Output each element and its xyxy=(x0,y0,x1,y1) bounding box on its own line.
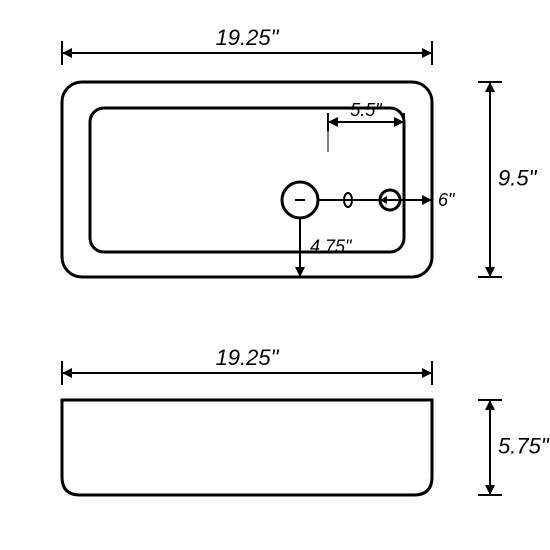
dim-faucet-edge: 6" xyxy=(438,190,456,210)
dim-drain-bottom: 4.75" xyxy=(310,237,353,257)
dim-inner-right: 5.5" xyxy=(350,100,383,120)
sink-basin xyxy=(90,108,404,252)
dim-height-side: 5.75" xyxy=(498,434,550,459)
technical-drawing: 19.25" 9.5" 5.5" 6" 4.75" 19.25" 5.75" xyxy=(0,0,550,550)
dim-width-side: 19.25" xyxy=(216,345,280,370)
sink-side-profile xyxy=(62,400,432,495)
dim-width-top: 19.25" xyxy=(216,25,280,50)
dim-height-top: 9.5" xyxy=(498,166,538,191)
